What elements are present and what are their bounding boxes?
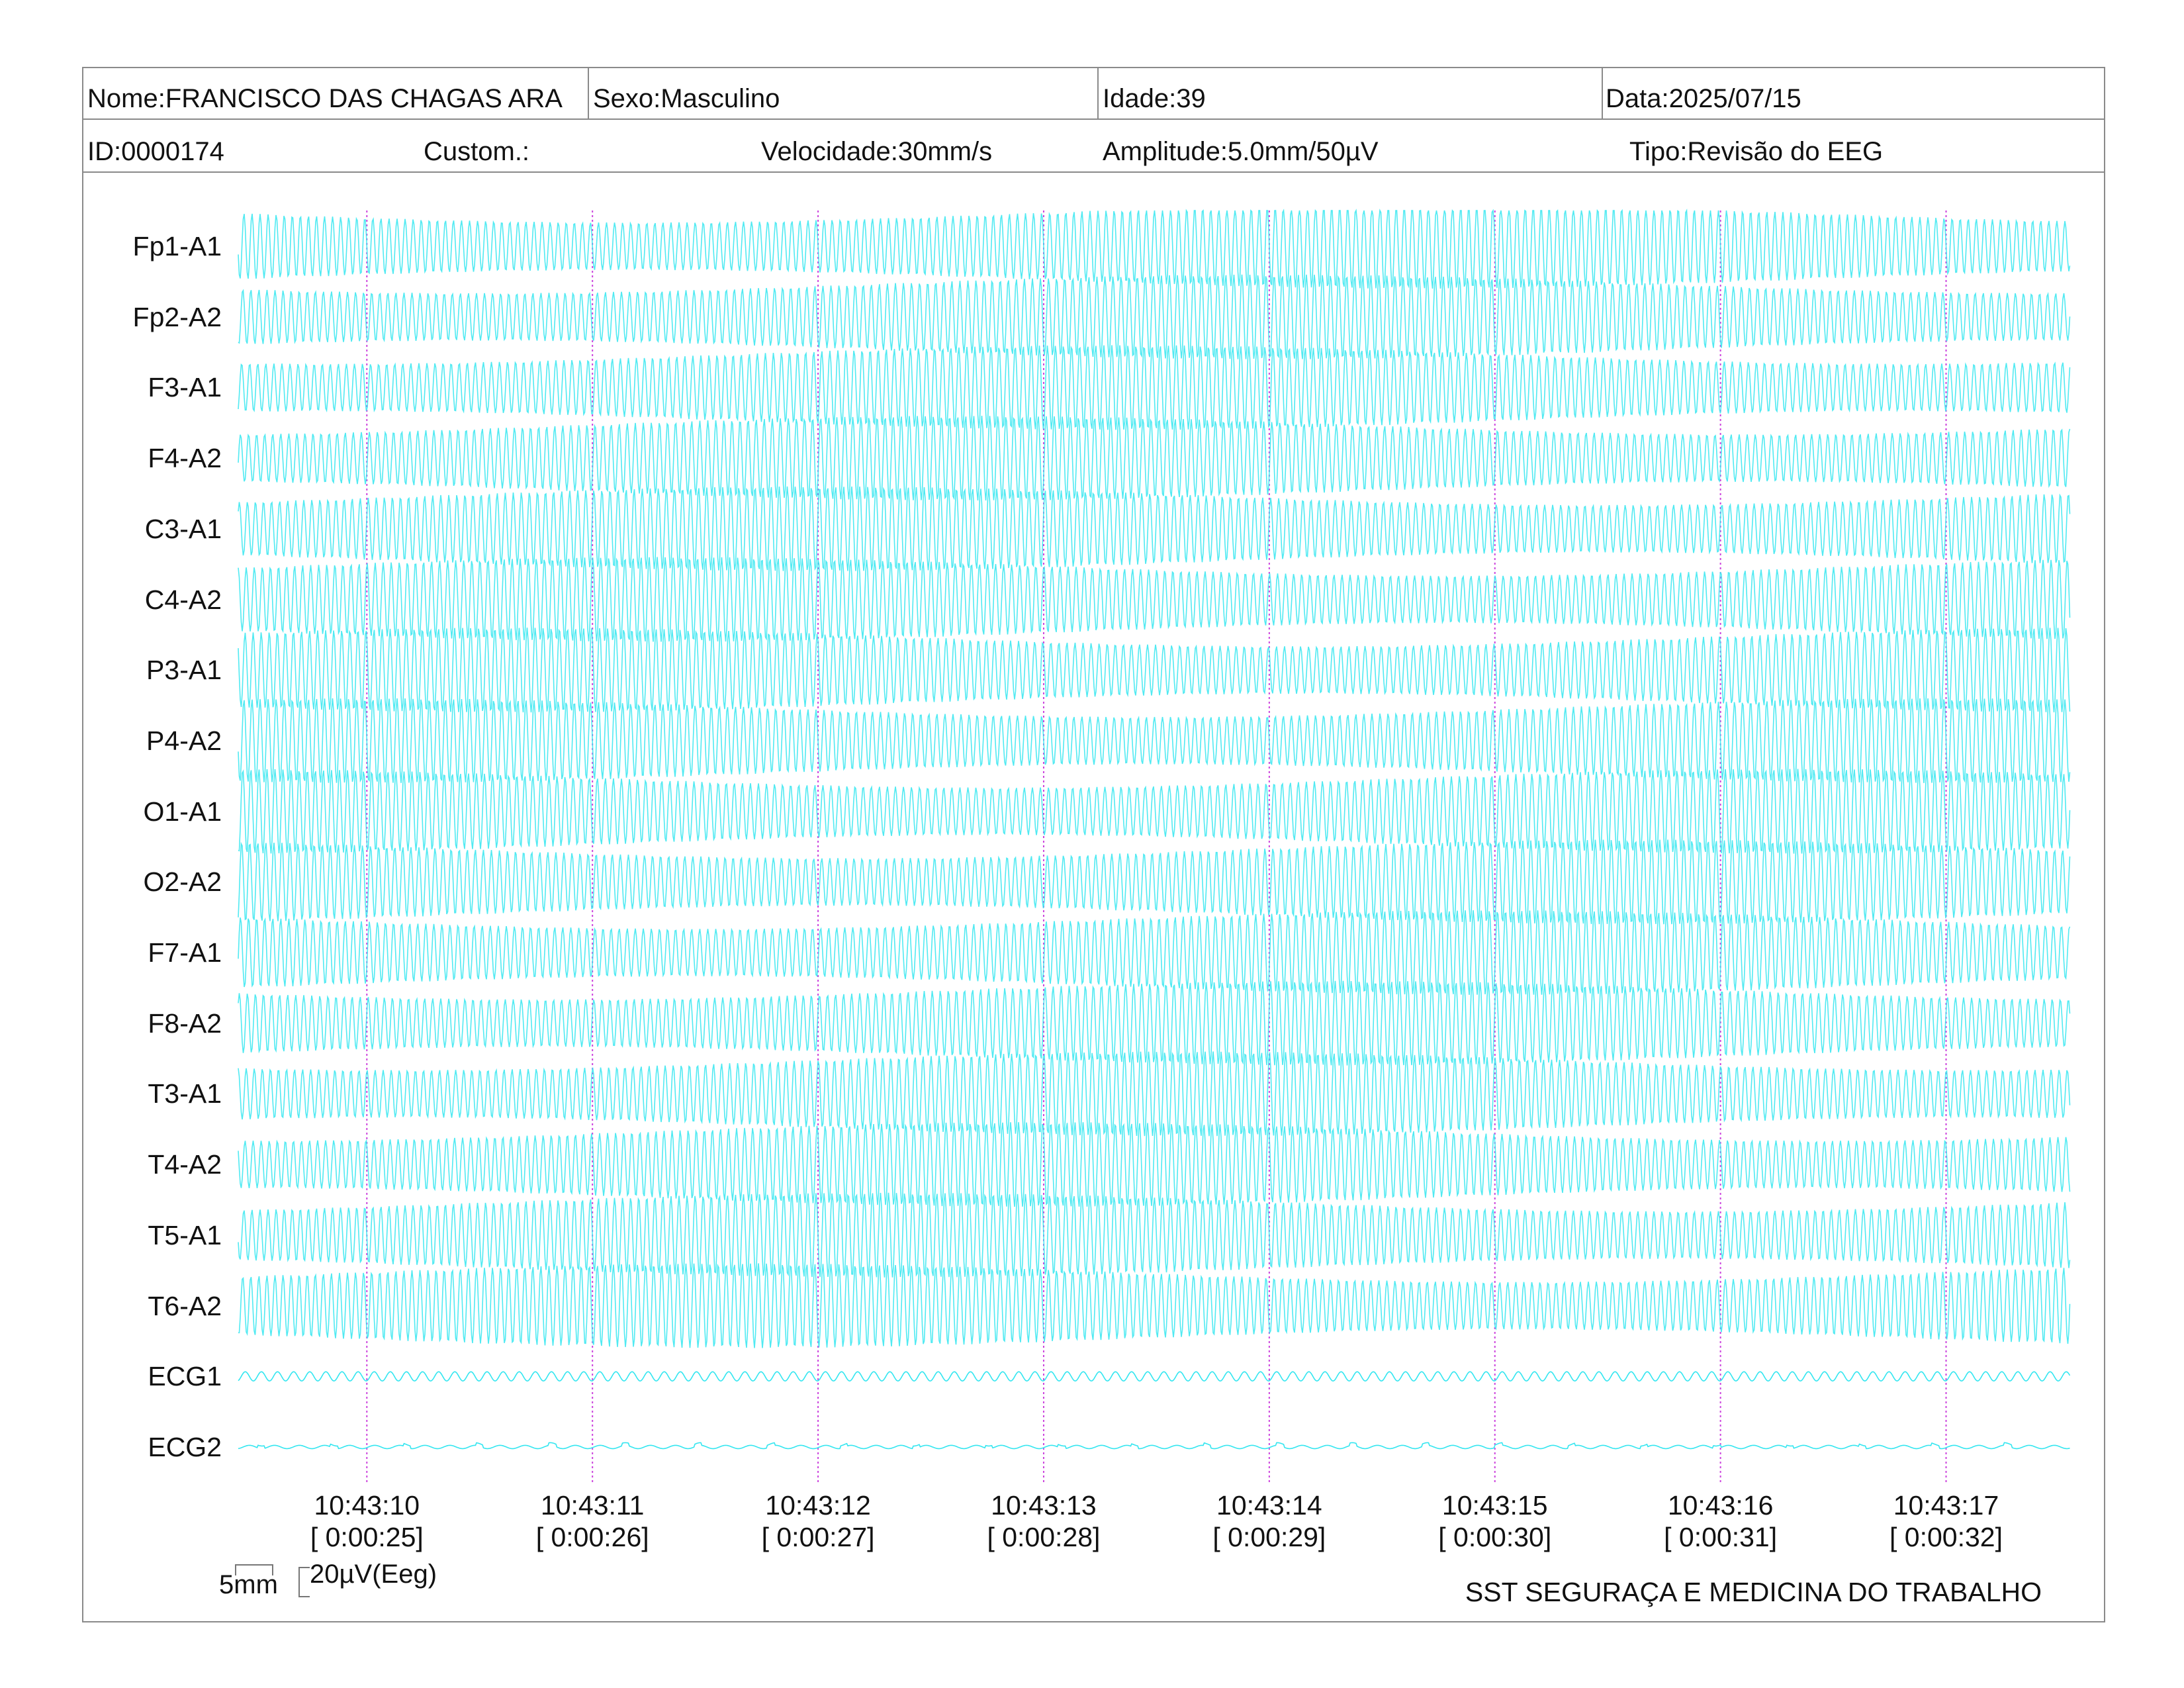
time-clock-label: 10:43:12 xyxy=(765,1490,871,1521)
time-elapsed-label: [ 0:00:31] xyxy=(1664,1522,1778,1552)
time-elapsed-label: [ 0:00:30] xyxy=(1438,1522,1552,1552)
channel-trace xyxy=(238,910,2071,995)
time-elapsed-label: [ 0:00:29] xyxy=(1212,1522,1326,1552)
channel-label: C3-A1 xyxy=(144,513,222,544)
channel-trace xyxy=(238,486,2071,571)
channel-label: ECG2 xyxy=(148,1431,222,1462)
time-clock-label: 10:43:13 xyxy=(991,1490,1097,1521)
amplitude-setting: Amplitude:5.0mm/50µV xyxy=(1103,137,1379,166)
report-frame xyxy=(82,67,2105,1622)
channel-trace xyxy=(238,769,2071,854)
exam-date: Data:2025/07/15 xyxy=(1606,84,1801,113)
time-elapsed-label: [ 0:00:28] xyxy=(987,1522,1101,1552)
channel-label: O1-A1 xyxy=(143,796,222,827)
channel-trace xyxy=(238,839,2071,925)
custom-field: Custom.: xyxy=(424,137,530,166)
patient-sex: Sexo:Masculino xyxy=(593,84,780,113)
channel-label: T4-A2 xyxy=(148,1149,222,1180)
header-row-exam: ID:0000174 Custom.: Velocidade:30mm/s Am… xyxy=(82,120,2105,173)
header-divider xyxy=(1602,67,1603,118)
channel-trace xyxy=(238,1263,2071,1348)
time-clock-label: 10:43:17 xyxy=(1893,1490,1999,1521)
channel-trace xyxy=(238,1442,2070,1450)
time-elapsed-label: [ 0:00:27] xyxy=(761,1522,875,1552)
channel-label: F8-A2 xyxy=(148,1008,222,1039)
channel-label: P4-A2 xyxy=(146,725,222,756)
channel-trace xyxy=(238,1371,2071,1382)
time-elapsed-label: [ 0:00:25] xyxy=(310,1522,424,1552)
channel-label: T3-A1 xyxy=(148,1078,222,1109)
channel-trace xyxy=(238,274,2071,359)
channel-label: T5-A1 xyxy=(148,1219,222,1250)
channel-label: F3-A1 xyxy=(148,372,222,403)
header-divider xyxy=(588,67,589,118)
recording-type: Tipo:Revisão do EEG xyxy=(1629,137,1884,166)
channel-trace xyxy=(238,416,2071,501)
header-row-patient: Nome:FRANCISCO DAS CHAGAS ARA Sexo:Mascu… xyxy=(82,67,2105,120)
clinic-footer: SST SEGURAÇA E MEDICINA DO TRABALHO xyxy=(1465,1577,2042,1607)
time-elapsed-label: [ 0:00:32] xyxy=(1889,1522,2003,1552)
scale-mm-label: 5mm xyxy=(219,1570,278,1599)
channel-trace xyxy=(238,1122,2071,1207)
channel-trace xyxy=(238,557,2071,642)
channel-trace xyxy=(238,1051,2071,1137)
uv-calibration-bar xyxy=(298,1567,310,1597)
patient-age: Idade:39 xyxy=(1103,84,1206,113)
channel-label: ECG1 xyxy=(148,1361,222,1392)
header-divider xyxy=(1097,67,1099,118)
channel-label: Fp1-A1 xyxy=(132,231,222,261)
time-clock-label: 10:43:14 xyxy=(1216,1490,1322,1521)
paper-speed: Velocidade:30mm/s xyxy=(761,137,993,166)
time-clock-label: 10:43:11 xyxy=(540,1490,645,1521)
time-clock-label: 10:43:16 xyxy=(1667,1490,1774,1521)
scale-uv-label: 20µV(Eeg) xyxy=(310,1560,437,1589)
channel-trace xyxy=(238,698,2071,783)
channel-label: Fp2-A2 xyxy=(132,301,222,332)
channel-trace xyxy=(238,209,2071,289)
channel-trace xyxy=(238,628,2071,713)
channel-label: F4-A2 xyxy=(148,443,222,474)
patient-id: ID:0000174 xyxy=(87,137,224,166)
time-elapsed-label: [ 0:00:26] xyxy=(535,1522,649,1552)
channel-label: O2-A2 xyxy=(143,867,222,898)
channel-trace xyxy=(238,345,2071,430)
channel-trace xyxy=(238,1192,2071,1278)
mm-calibration-bar xyxy=(235,1564,273,1575)
channel-label: F7-A1 xyxy=(148,937,222,968)
channel-trace xyxy=(238,980,2071,1066)
patient-name: Nome:FRANCISCO DAS CHAGAS ARA xyxy=(87,84,563,113)
channel-label: T6-A2 xyxy=(148,1290,222,1321)
channel-label: C4-A2 xyxy=(144,584,222,615)
time-clock-label: 10:43:10 xyxy=(314,1490,420,1521)
time-clock-label: 10:43:15 xyxy=(1441,1490,1548,1521)
channel-label: P3-A1 xyxy=(146,655,222,686)
